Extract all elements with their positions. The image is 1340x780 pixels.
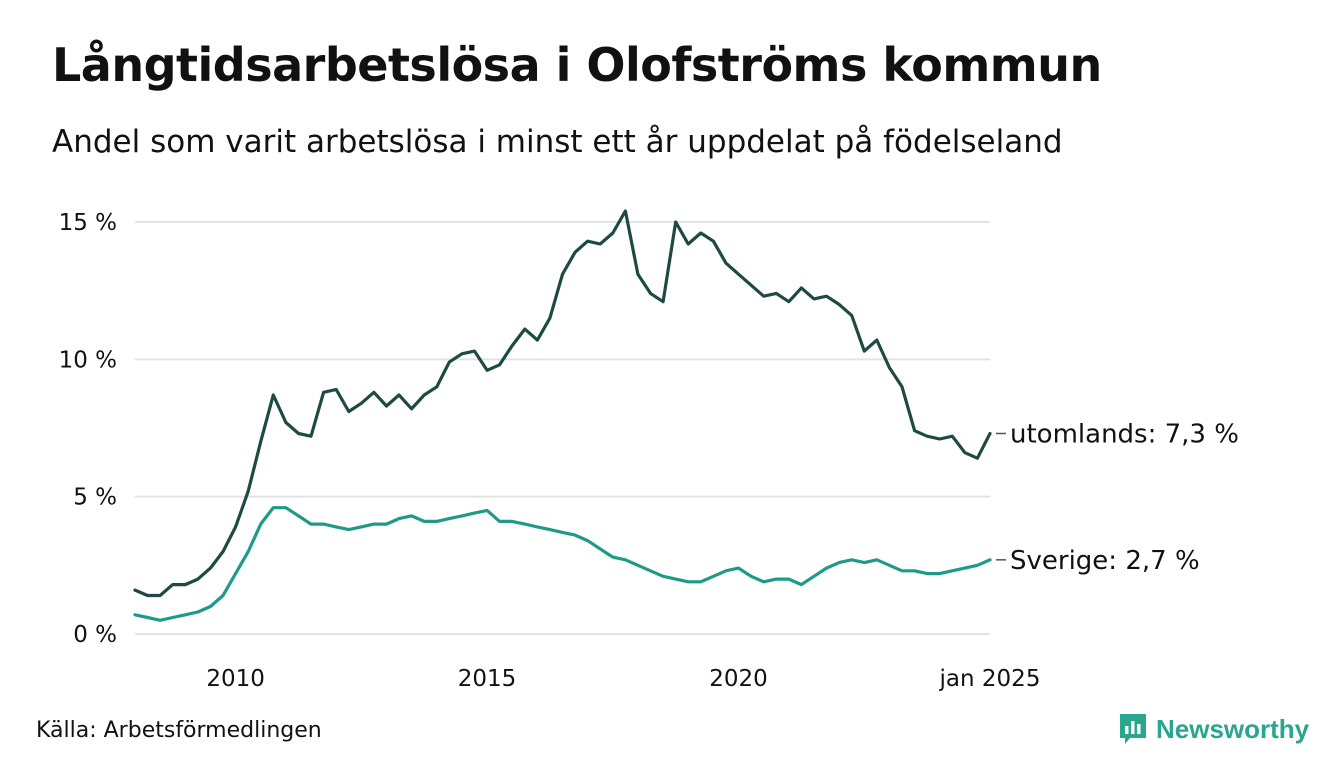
brand-name: Newsworthy <box>1156 713 1310 744</box>
bar-chart-speech-bubble-icon <box>1120 714 1146 744</box>
end-label-utomlands: utomlands: 7,3 % <box>1010 419 1239 449</box>
end-labels: utomlands: 7,3 % Sverige: 2,7 % <box>996 419 1239 576</box>
brand-logo[interactable]: Newsworthy <box>1118 712 1309 746</box>
x-tick-label: 2010 <box>206 666 265 692</box>
series-line-sverige <box>133 506 992 622</box>
x-tick-label: 2020 <box>709 666 768 692</box>
chart-title: Långtidsarbetslösa i Olofströms kommun <box>52 38 1102 92</box>
x-tick-label: 2015 <box>458 666 517 692</box>
chart-subtitle: Andel som varit arbetslösa i minst ett å… <box>52 124 1063 160</box>
end-label-sverige: Sverige: 2,7 % <box>1010 546 1200 576</box>
series-lines <box>133 209 992 622</box>
series-line-utomlands <box>133 209 992 598</box>
y-tick-label: 15 % <box>59 210 117 236</box>
y-tick-label: 10 % <box>59 347 117 373</box>
x-tick-label: jan 2025 <box>939 666 1041 692</box>
y-tick-label: 5 % <box>73 485 117 511</box>
x-axis-tick-labels: 2010 2015 2020 jan 2025 <box>206 666 1040 692</box>
y-axis-tick-labels: 0 % 5 % 10 % 15 % <box>59 210 117 648</box>
source-note: Källa: Arbetsförmedlingen <box>36 718 322 743</box>
y-tick-label: 0 % <box>73 622 117 648</box>
grid-lines <box>135 221 990 635</box>
